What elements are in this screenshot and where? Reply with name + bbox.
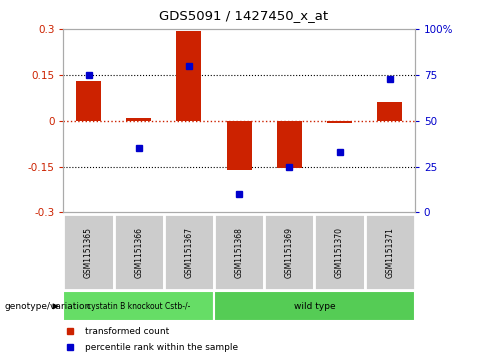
Bar [63,214,114,290]
Text: cystatin B knockout Cstb-/-: cystatin B knockout Cstb-/- [87,302,190,311]
Bar [126,118,151,121]
Bar [76,81,101,121]
Text: GSM1151367: GSM1151367 [184,227,193,278]
Bar [176,30,202,121]
Text: GSM1151366: GSM1151366 [134,227,143,278]
Text: genotype/variation: genotype/variation [5,302,91,311]
Text: GSM1151365: GSM1151365 [84,227,93,278]
Bar [63,291,214,321]
Bar [214,214,264,290]
Text: GSM1151371: GSM1151371 [385,227,394,278]
Bar [114,214,164,290]
Bar [314,214,365,290]
Bar [214,291,415,321]
Text: transformed count: transformed count [84,327,169,336]
Bar [277,121,302,168]
Text: percentile rank within the sample: percentile rank within the sample [84,343,238,352]
Bar [164,214,214,290]
Bar [264,214,314,290]
Text: GSM1151368: GSM1151368 [235,227,244,278]
Bar [365,214,415,290]
Bar [377,102,402,121]
Text: GDS5091 / 1427450_x_at: GDS5091 / 1427450_x_at [160,9,328,22]
Bar [226,121,252,170]
Bar [327,121,352,123]
Text: wild type: wild type [294,302,335,311]
Text: GSM1151369: GSM1151369 [285,227,294,278]
Text: GSM1151370: GSM1151370 [335,227,344,278]
